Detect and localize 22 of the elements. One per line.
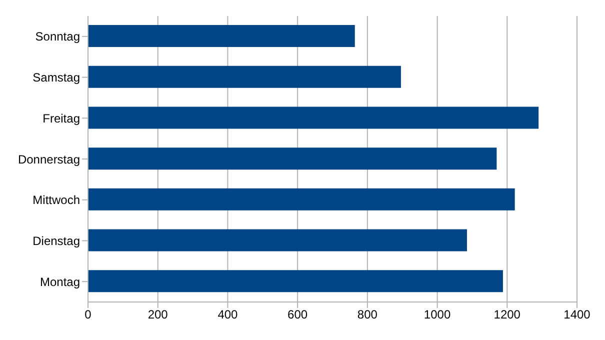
y-tick-label: Dienstag — [32, 234, 80, 248]
y-tick-label: Samstag — [32, 70, 80, 85]
x-tick-label: 1000 — [424, 308, 451, 322]
bar — [88, 106, 539, 129]
x-tick-label: 400 — [218, 308, 238, 322]
x-tick-label: 0 — [84, 308, 92, 322]
y-tick-label: Montag — [40, 274, 80, 289]
x-tick-label: 800 — [357, 308, 378, 322]
bar — [88, 229, 467, 252]
y-tick-label: Freitag — [42, 111, 80, 126]
x-tick-label: 1400 — [564, 308, 591, 322]
y-tick-label: Mittwoch — [32, 193, 80, 208]
x-tick-label: 1200 — [494, 308, 521, 322]
bar — [88, 270, 503, 292]
bar — [88, 148, 497, 170]
y-tick-label: Sonntag — [35, 30, 80, 44]
bar — [88, 188, 515, 210]
x-tick-label: 200 — [148, 308, 168, 322]
y-tick-label: Donnerstag — [18, 152, 80, 166]
x-tick-label: 600 — [288, 308, 308, 322]
bar — [88, 25, 355, 47]
bar — [88, 66, 401, 88]
